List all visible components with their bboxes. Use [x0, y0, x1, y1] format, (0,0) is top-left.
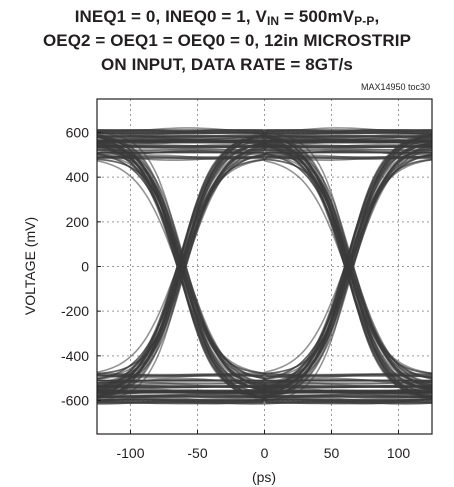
- y-tick-label: 200: [66, 214, 90, 230]
- x-tick-label: -50: [187, 445, 207, 461]
- eye-trace: [97, 157, 432, 377]
- eye-trace: [97, 142, 432, 392]
- x-axis-label: (ps): [252, 469, 276, 485]
- eye-trace: [97, 157, 432, 376]
- y-axis-ticks: 600 400 200 0 -200 -400 -600: [61, 125, 101, 409]
- y-tick-label: -600: [61, 393, 89, 409]
- y-axis-label: VOLTAGE (mV): [22, 217, 38, 315]
- eye-rail-trace: [97, 399, 432, 405]
- eye-rail-trace: [97, 389, 432, 395]
- y-tick-label: 400: [66, 169, 90, 185]
- chart-title-line-2: OEQ2 = OEQ1 = OEQ0 = 0, 12in MICROSTRIP: [42, 31, 412, 50]
- y-tick-label: 0: [81, 259, 89, 275]
- eye-rail-trace: [97, 129, 432, 133]
- y-tick-label: 600: [66, 125, 90, 141]
- eye-rail-trace: [97, 155, 432, 161]
- x-tick-label: 50: [324, 445, 340, 461]
- eye-rail-trace: [97, 373, 432, 378]
- x-tick-label: -100: [116, 445, 144, 461]
- eye-rail-trace: [97, 150, 432, 155]
- x-axis-ticks: -100 -50 0 50 100: [116, 430, 410, 461]
- eye-trace: [97, 141, 432, 391]
- eye-trace: [97, 145, 432, 388]
- eye-rail-trace: [97, 131, 432, 135]
- y-tick-label: -200: [61, 303, 89, 319]
- eye-rail-trace: [97, 139, 432, 143]
- y-tick-label: -400: [61, 348, 89, 364]
- x-tick-label: 100: [387, 445, 411, 461]
- eye-traces: [97, 127, 432, 405]
- figure-reference: MAX14950 toc30: [360, 82, 430, 92]
- chart-title-line-3: ON INPUT, DATA RATE = 8GT/s: [101, 55, 353, 74]
- chart-title-line-1: INEQ1 = 0, INEQ0 = 1, VIN = 500mVP-P,: [74, 7, 380, 28]
- x-tick-label: 0: [261, 445, 269, 461]
